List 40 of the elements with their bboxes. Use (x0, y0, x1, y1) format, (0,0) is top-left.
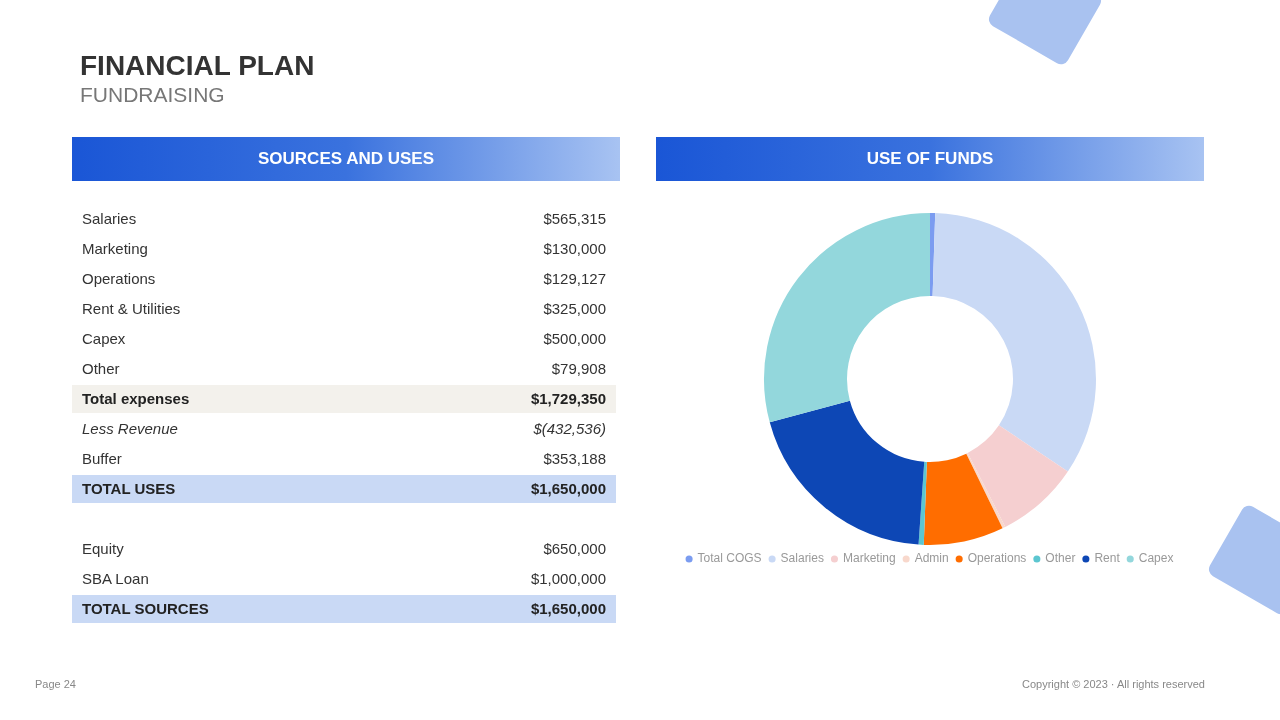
legend-label: Capex (1138, 551, 1174, 566)
category-label: Equity (82, 539, 124, 559)
legend-label: Total COGS (697, 551, 762, 566)
legend-label: Other (1045, 551, 1076, 566)
text: $650,000 (543, 540, 606, 557)
text: $130,000 (543, 240, 606, 257)
text: Copyright © 2023 · All rights reserved (1022, 678, 1205, 690)
legend-label: Marketing (842, 551, 896, 566)
text: $565,315 (543, 210, 606, 227)
legend-label: Salaries (780, 551, 824, 566)
category-label: Marketing (82, 239, 148, 259)
text: FINANCIAL PLAN (80, 50, 315, 82)
text: FUNDRAISING (80, 83, 225, 107)
text: $1,729,350 (530, 390, 606, 407)
category-label: Buffer (82, 449, 122, 469)
category-label: Other (82, 359, 120, 379)
text: $1,000,000 (530, 570, 606, 587)
text: $1,650,000 (530, 480, 606, 497)
category-label: TOTAL USES (82, 479, 176, 499)
legend-label: Operations (967, 551, 1027, 566)
category-label: Less Revenue (82, 419, 178, 439)
text: $1,650,000 (530, 600, 606, 617)
legend-label: Rent (1094, 551, 1121, 566)
category-label: Total expenses (82, 389, 190, 409)
category-label: Operations (82, 269, 156, 289)
text: $129,127 (543, 270, 606, 287)
legend-label: Admin (914, 551, 949, 566)
text: $353,188 (543, 450, 606, 467)
category-label: Capex (82, 329, 126, 349)
text: $500,000 (543, 330, 606, 347)
category-label: TOTAL SOURCES (82, 599, 209, 619)
text: SOURCES AND USES (72, 137, 620, 181)
category-label: Salaries (82, 209, 137, 229)
text: $325,000 (543, 300, 606, 317)
text: $(432,536) (533, 420, 606, 437)
text: $79,908 (551, 360, 606, 377)
category-label: SBA Loan (82, 569, 149, 589)
text: Page 24 (35, 678, 76, 690)
category-label: Rent & Utilities (82, 299, 181, 319)
chart-title: USE OF FUNDS (656, 137, 1204, 181)
